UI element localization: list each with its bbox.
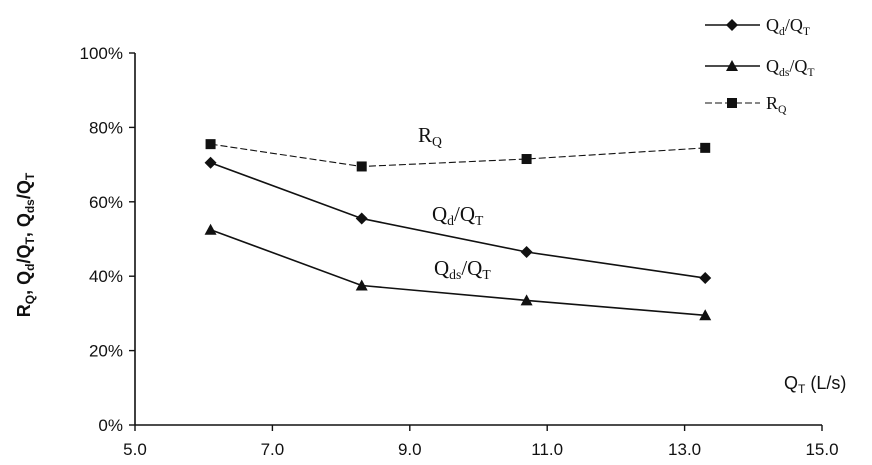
data-point-qd-qt [204,156,217,169]
x-axis-ticks: 5.0 7.0 9.0 11.0 13.0 15.0 [123,425,839,459]
legend: Qd/QT Qds/QT RQ [705,15,815,116]
legend-item-qd-qt: Qd/QT [705,15,810,38]
data-point-qd-qt [699,272,712,285]
svg-text:RQ, Qd/QT, Qds/QT: RQ, Qd/QT, Qds/QT [14,172,37,317]
legend-label: RQ [766,93,787,116]
legend-item-qds-qt: Qds/QT [705,56,815,79]
data-point-rq [700,142,711,153]
y-axis-ticks: 0% 20% 40% 60% 80% 100% [80,44,135,435]
series-qd-qt [204,156,712,285]
svg-text:QT (L/s): QT (L/s) [784,373,846,396]
data-point-qds-qt [355,279,368,291]
y-tick-label: 40% [89,267,123,286]
annotation-layer: RQ Qd/QT Qds/QT [418,123,491,282]
x-axis-title: QT (L/s) [784,373,846,396]
series-line-qd-qt [210,161,706,279]
data-point-qds-qt [520,294,533,306]
x-tick-label: 15.0 [805,440,838,459]
series-rq [205,139,711,172]
series-qds-qt [204,223,712,321]
data-point-qd-qt [355,212,368,225]
legend-marker [727,98,737,108]
y-tick-label: 20% [89,342,123,361]
data-point-rq [521,154,532,165]
legend-label: Qds/QT [766,56,815,79]
annotation-qd-qt: Qd/QT [432,202,484,228]
annotation-rq: RQ [418,123,442,149]
x-tick-label: 5.0 [123,440,147,459]
data-point-rq [356,161,367,172]
series-line-qds-qt [210,228,706,317]
legend-item-rq: RQ [705,93,787,116]
y-tick-label: 0% [98,416,123,435]
legend-marker [726,19,738,31]
data-point-rq [205,139,216,150]
y-axis-title: RQ, Qd/QT, Qds/QT [14,172,37,317]
data-point-qds-qt [204,223,217,235]
series-line-rq [210,143,706,168]
y-tick-label: 100% [80,44,123,63]
data-point-qd-qt [520,246,533,259]
legend-marker [726,60,738,71]
series-layer [204,139,712,321]
y-tick-label: 60% [89,193,123,212]
x-tick-label: 13.0 [668,440,701,459]
x-tick-label: 7.0 [261,440,285,459]
annotation-qds-qt: Qds/QT [434,256,491,282]
x-tick-label: 9.0 [398,440,422,459]
data-point-qds-qt [699,309,712,321]
legend-label: Qd/QT [766,15,810,38]
y-tick-label: 80% [89,118,123,137]
x-tick-label: 11.0 [531,440,563,459]
